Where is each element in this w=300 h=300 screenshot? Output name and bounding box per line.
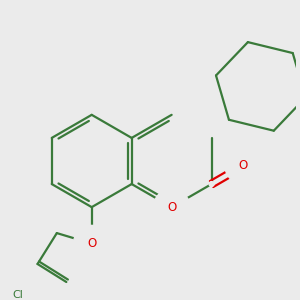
Text: Cl: Cl — [13, 290, 24, 300]
Circle shape — [225, 148, 261, 184]
Text: O: O — [87, 237, 96, 250]
Circle shape — [209, 182, 214, 187]
Text: O: O — [167, 201, 176, 214]
Circle shape — [154, 189, 190, 225]
Text: O: O — [238, 159, 248, 172]
Circle shape — [74, 225, 110, 262]
Circle shape — [1, 278, 35, 300]
